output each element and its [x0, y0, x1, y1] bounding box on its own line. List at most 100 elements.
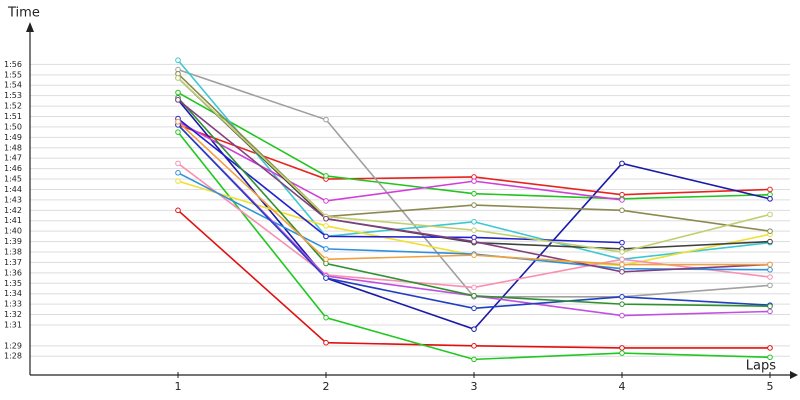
point — [767, 266, 773, 273]
point — [323, 256, 329, 263]
series-line — [177, 124, 771, 310]
point — [323, 116, 329, 123]
point — [619, 269, 625, 275]
point — [471, 252, 477, 258]
point — [323, 233, 329, 240]
x-tick-label: 3 — [471, 380, 478, 393]
series-line — [177, 117, 623, 244]
y-axis-arrow — [26, 22, 34, 32]
y-tick-label: 1:43 — [4, 195, 22, 204]
point — [767, 186, 773, 193]
y-tick-label: 1:51 — [4, 112, 22, 121]
point — [619, 256, 625, 263]
point — [175, 129, 181, 135]
point — [619, 345, 625, 351]
y-tick-label: 1:35 — [4, 279, 22, 288]
point — [767, 238, 773, 245]
point — [471, 284, 477, 291]
point — [767, 196, 773, 202]
point — [471, 343, 477, 349]
y-tick-label: 1:37 — [4, 258, 22, 267]
point — [767, 345, 773, 351]
point — [471, 238, 477, 245]
point — [767, 354, 773, 361]
y-tick-label: 1:39 — [4, 237, 22, 246]
point — [175, 75, 181, 81]
y-tick-label: 1:46 — [4, 164, 22, 173]
point — [767, 211, 773, 218]
point — [619, 261, 625, 268]
y-tick-label: 1:56 — [4, 60, 22, 69]
point — [767, 282, 773, 289]
y-tick-label: 1:42 — [4, 206, 22, 215]
point — [619, 301, 625, 307]
y-tick-label: 1:32 — [4, 310, 22, 319]
point — [175, 160, 181, 167]
point — [471, 218, 477, 225]
y-tick-label: 1:36 — [4, 268, 22, 277]
y-tick-label: 1:55 — [4, 70, 22, 79]
point — [323, 339, 329, 346]
point — [619, 312, 625, 319]
x-tick-label: 1 — [175, 380, 182, 393]
y-tick-label: 1:52 — [4, 102, 22, 111]
y-tick-label: 1:44 — [4, 185, 22, 194]
y-tick-label: 1:29 — [4, 341, 22, 350]
x-axis-arrow — [790, 371, 798, 379]
point — [323, 223, 329, 229]
x-tick-label: 2 — [323, 380, 330, 393]
point — [471, 202, 477, 208]
y-tick-label: 1:40 — [4, 227, 22, 236]
y-tick-label: 1:45 — [4, 175, 22, 184]
point — [471, 178, 477, 184]
series-line — [177, 97, 771, 308]
y-tick-label: 1:33 — [4, 300, 22, 309]
y-tick-label: 1:53 — [4, 91, 22, 100]
y-tick-label: 1:50 — [4, 122, 22, 131]
point — [619, 160, 625, 167]
y-tick-label: 1:28 — [4, 352, 22, 361]
y-tick-label: 1:31 — [4, 320, 22, 329]
y-tick-label: 1:47 — [4, 154, 22, 163]
point — [175, 207, 181, 214]
point — [175, 169, 181, 176]
y-tick-label: 1:54 — [4, 81, 22, 90]
point — [323, 275, 329, 281]
point — [323, 246, 329, 252]
point — [175, 178, 181, 184]
x-tick-label: 5 — [767, 380, 774, 393]
point — [323, 314, 329, 321]
point — [175, 89, 181, 96]
series-line — [177, 121, 623, 202]
point — [767, 308, 773, 315]
y-axis-title: Time — [7, 6, 40, 21]
point — [175, 97, 181, 103]
point — [619, 350, 625, 356]
point — [323, 198, 329, 204]
point — [471, 292, 477, 299]
point — [471, 305, 477, 312]
point — [471, 227, 477, 233]
point — [619, 239, 625, 246]
point — [323, 215, 329, 222]
point — [471, 326, 477, 332]
point — [619, 249, 625, 255]
y-tick-label: 1:49 — [4, 133, 22, 142]
x-axis-title: Laps — [746, 359, 776, 374]
y-tick-label: 1:41 — [4, 216, 22, 225]
point — [767, 228, 773, 234]
point — [323, 173, 329, 179]
point — [619, 294, 625, 300]
point — [175, 57, 181, 64]
y-tick-label: 1:34 — [4, 289, 22, 298]
y-tick-label: 1:48 — [4, 143, 22, 152]
point — [619, 207, 625, 214]
point — [175, 118, 181, 125]
point — [471, 190, 477, 197]
point — [767, 303, 773, 310]
point — [471, 356, 477, 363]
y-tick-label: 1:38 — [4, 248, 22, 257]
point — [767, 274, 773, 280]
x-tick-label: 4 — [619, 380, 626, 393]
